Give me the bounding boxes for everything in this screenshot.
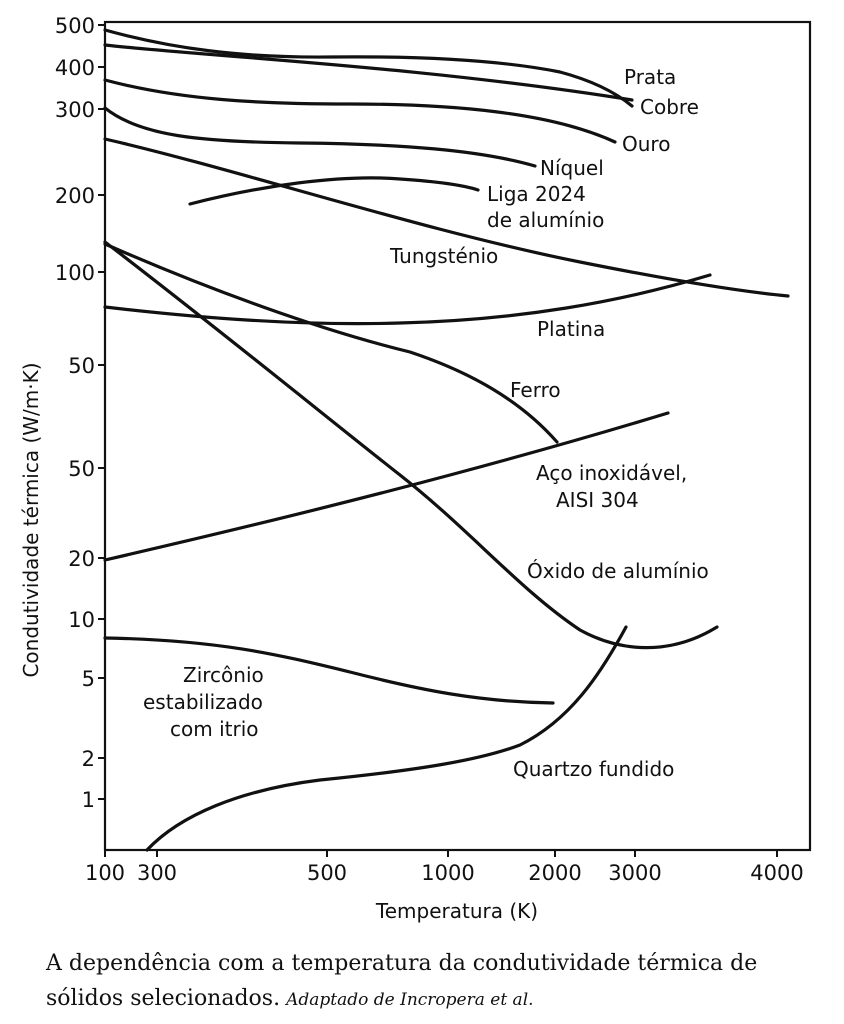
x-tick-label: 1000 — [421, 861, 474, 885]
caption-source: Adaptado de Incropera et al. — [286, 990, 534, 1010]
label-liga-2024: Liga 2024 de alumínio — [487, 182, 604, 232]
label-tungstenio: Tungsténio — [389, 244, 498, 268]
label-oxido-aluminio: Óxido de alumínio — [527, 559, 709, 583]
curve-prata — [103, 43, 634, 102]
figure-caption: A dependência com a temperatura da condu… — [46, 946, 826, 1018]
label-ouro: Ouro — [622, 132, 670, 156]
x-tick-label: 3000 — [608, 861, 661, 885]
thermal-conductivity-chart: 100 300 500 1000 2000 3000 4000 500 400 … — [19, 14, 812, 923]
x-tick-label: 2000 — [528, 861, 581, 885]
curve-quartzo — [145, 625, 628, 852]
y-tick-label: 400 — [55, 56, 95, 80]
x-tick-label: 300 — [137, 861, 177, 885]
y-tick-label: 5 — [82, 667, 95, 691]
x-axis-ticks — [104, 850, 778, 857]
y-tick-label: 10 — [68, 608, 95, 632]
y-tick-label: 1 — [82, 788, 95, 812]
curve-cobre — [103, 28, 634, 108]
curve-zirconio — [103, 636, 555, 705]
label-cobre: Cobre — [640, 95, 699, 119]
label-zirconio: Zircônio estabilizado com itrio — [143, 663, 264, 741]
plot-frame — [103, 20, 812, 852]
y-tick-label: 500 — [55, 14, 95, 38]
label-prata: Prata — [624, 65, 676, 89]
y-tick-label: 20 — [68, 547, 95, 571]
curve-oxido-aluminio — [103, 240, 719, 650]
y-tick-label: 2 — [82, 747, 95, 771]
label-aco-inox: Aço inoxidável, AISI 304 — [536, 461, 687, 512]
y-tick-label: 200 — [55, 184, 95, 208]
curve-platina — [103, 273, 712, 326]
curve-aco-inox — [103, 411, 670, 562]
label-niquel: Níquel — [540, 156, 604, 180]
x-axis-title: Temperatura (K) — [375, 899, 538, 923]
curve-ouro — [103, 78, 617, 144]
curve-liga-2024 — [188, 176, 480, 206]
y-tick-label: 50 — [68, 354, 95, 378]
y-axis-title: Condutividade térmica (W/m·K) — [19, 362, 43, 677]
y-tick-label: 300 — [55, 98, 95, 122]
x-tick-label: 500 — [307, 861, 347, 885]
curve-tungstenio — [103, 137, 790, 298]
label-platina: Platina — [537, 317, 605, 341]
y-tick-label: 50 — [68, 457, 95, 481]
y-tick-label: 100 — [55, 261, 95, 285]
x-tick-label: 4000 — [750, 861, 803, 885]
label-quartzo: Quartzo fundido — [513, 757, 674, 781]
label-ferro: Ferro — [510, 378, 561, 402]
x-tick-label: 100 — [85, 861, 125, 885]
curve-niquel — [103, 106, 537, 168]
caption-text: A dependência com a temperatura da condu… — [46, 951, 758, 1011]
curve-ferro — [103, 242, 559, 444]
